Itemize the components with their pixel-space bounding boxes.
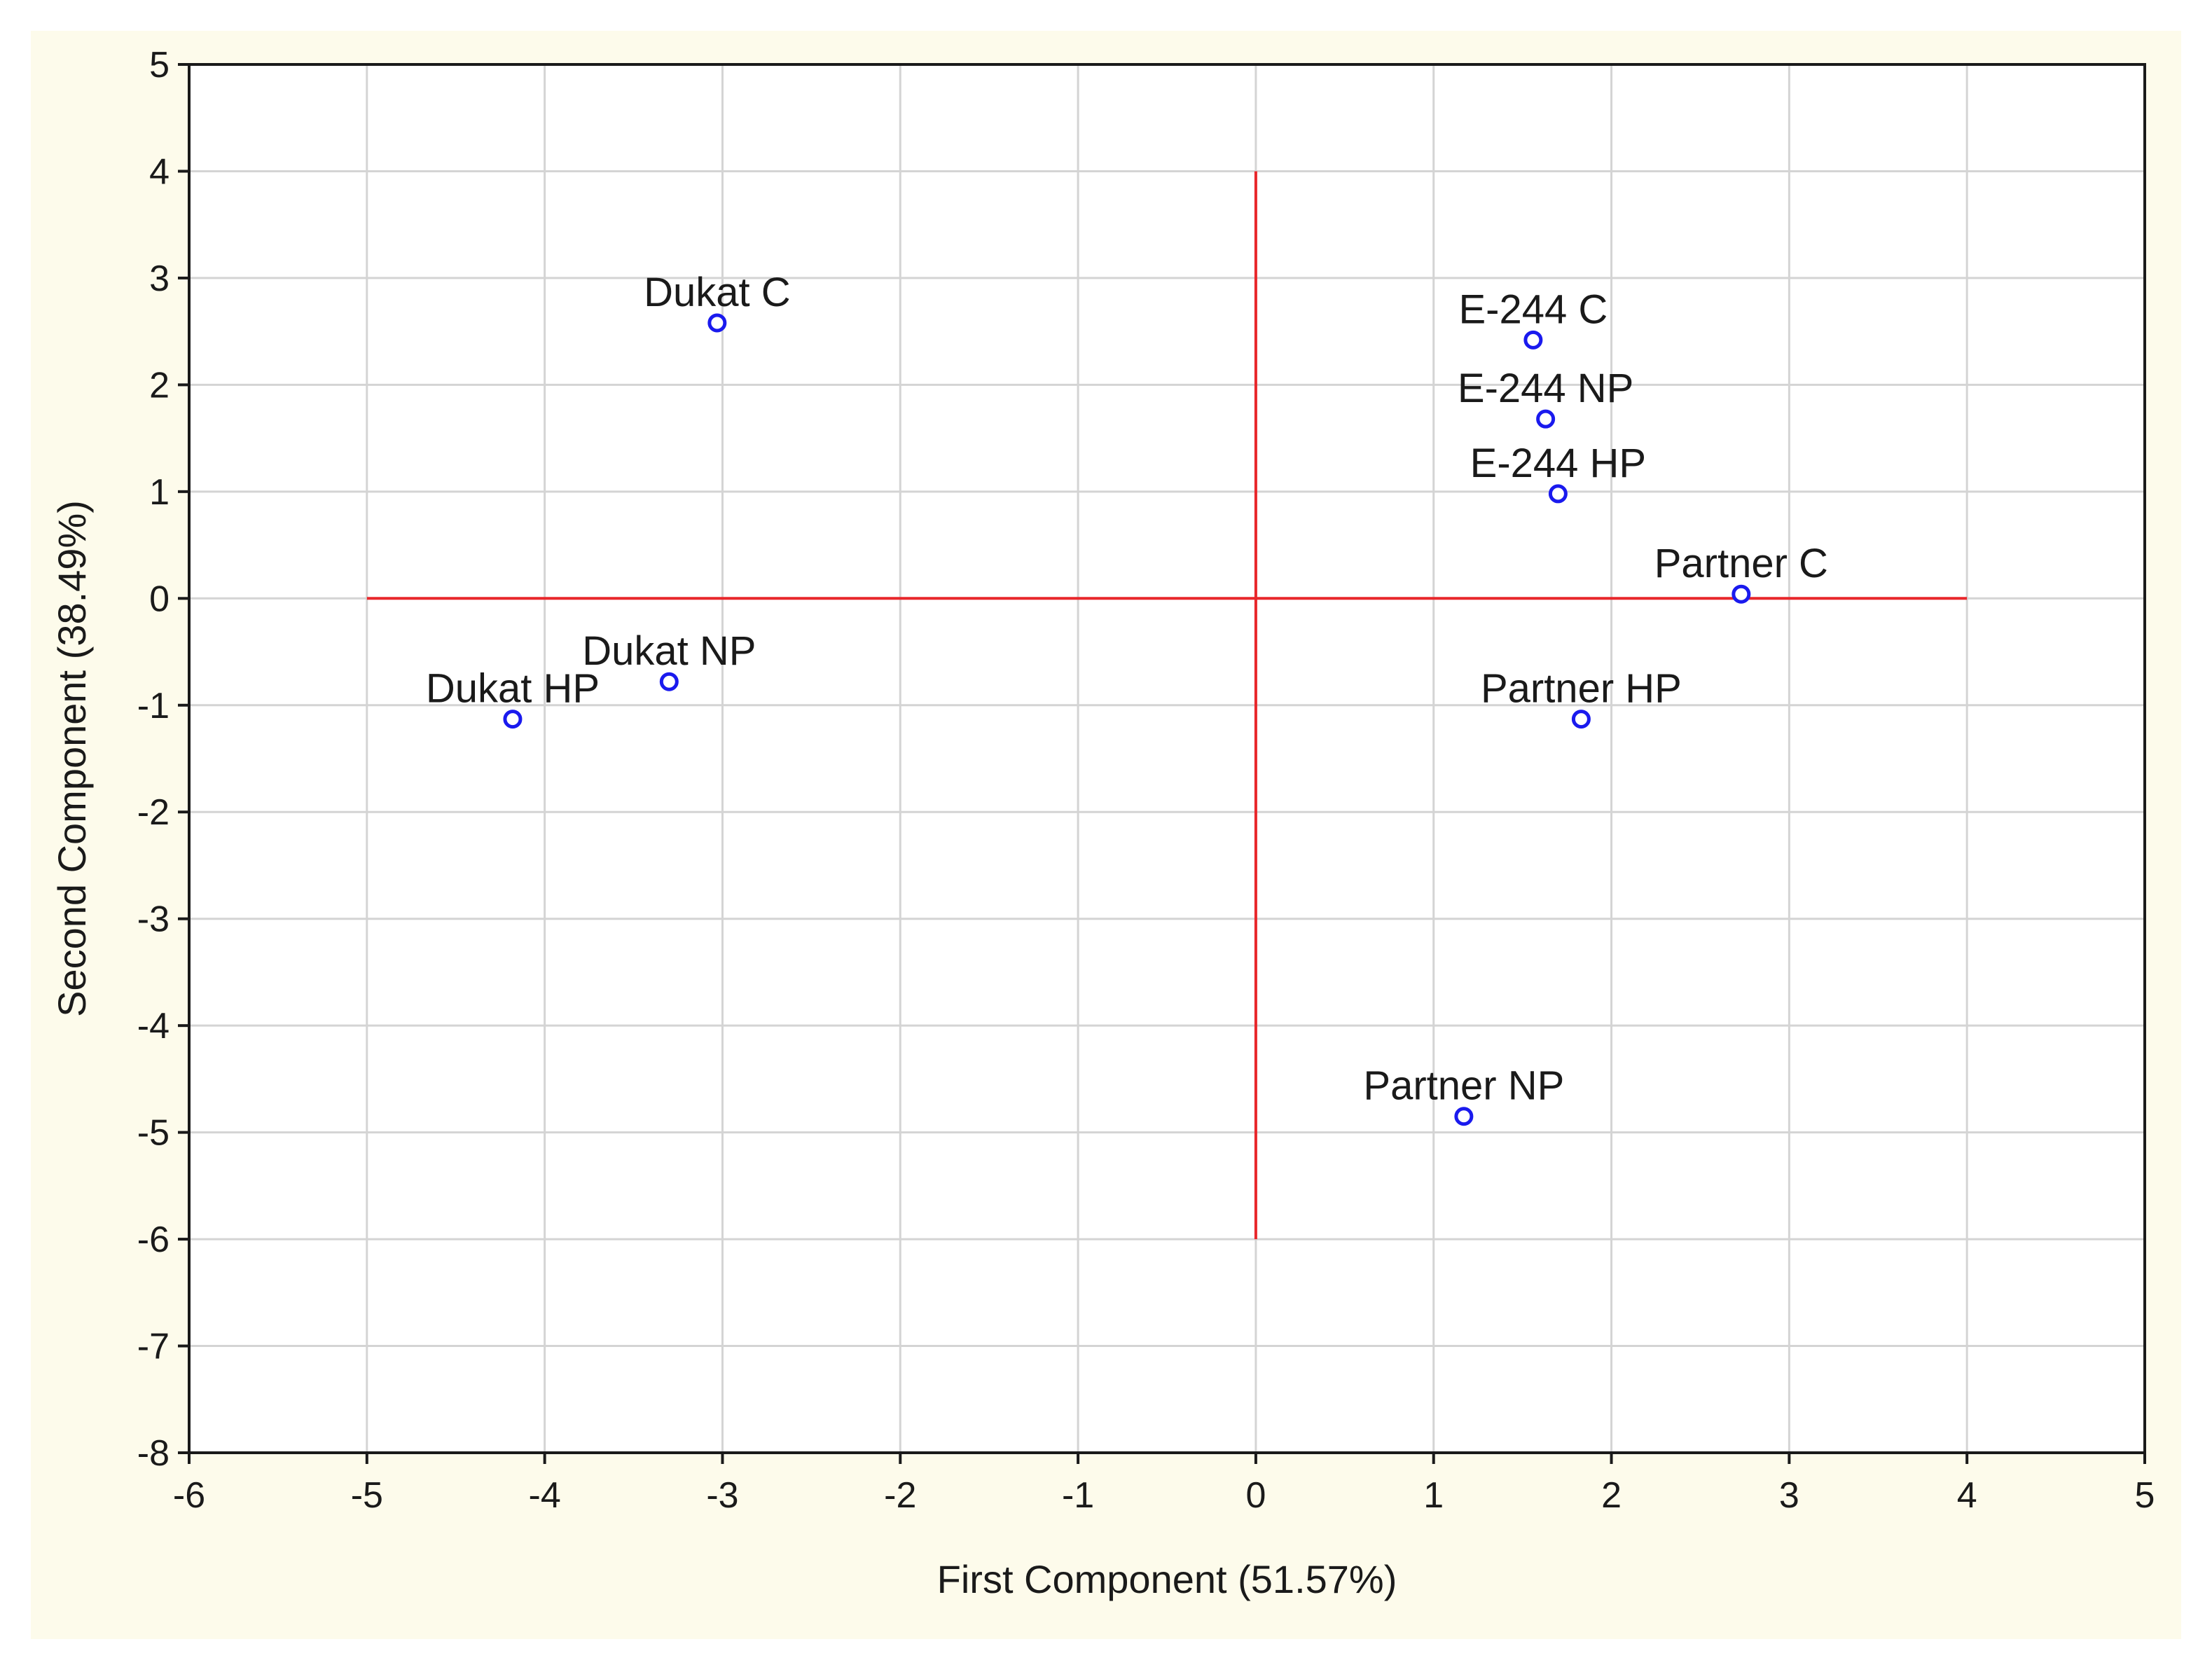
y-tick-label: 3	[149, 258, 170, 299]
data-point-marker	[659, 672, 679, 691]
x-tick-label: -4	[529, 1475, 561, 1516]
x-axis-ticks: -6 -5 -4 -3 -2 -1 0 1 2 3 4 5	[173, 1453, 2155, 1516]
x-tick-label: 2	[1601, 1475, 1622, 1516]
y-tick-label: -1	[137, 686, 170, 726]
x-tick-label: -1	[1062, 1475, 1094, 1516]
y-tick-label: -8	[137, 1433, 170, 1474]
plot-area	[189, 64, 2145, 1453]
x-tick-label: 3	[1779, 1475, 1799, 1516]
x-tick-label: -6	[173, 1475, 205, 1516]
data-point-marker	[1536, 409, 1556, 429]
y-tick-label: -7	[137, 1327, 170, 1367]
data-point-label: E-244 HP	[1470, 441, 1646, 486]
x-tick-label: -5	[351, 1475, 383, 1516]
data-point-label: E-244 C	[1458, 286, 1608, 332]
y-tick-label: -2	[137, 792, 170, 833]
data-point-label: Dukat NP	[582, 628, 756, 674]
x-tick-label: -3	[706, 1475, 738, 1516]
x-tick-label: -2	[884, 1475, 916, 1516]
data-point-label: Partner HP	[1481, 666, 1682, 712]
x-axis-title: First Component (51.57%)	[937, 1557, 1397, 1601]
data-point-label: Dukat HP	[426, 666, 600, 712]
data-point-marker	[1523, 330, 1543, 350]
y-tick-label: -4	[137, 1006, 170, 1046]
x-tick-label: 5	[2135, 1475, 2155, 1516]
plot-frame	[188, 63, 2146, 1454]
chart-panel: -6 -5 -4 -3 -2 -1 0 1 2 3 4 5 5 4 3 2 1 0 -1 -2 -3 -4 -5 -6 -7 -…	[31, 31, 2181, 1639]
data-point-marker	[1571, 710, 1591, 729]
data-point-marker	[1731, 584, 1751, 604]
data-point-label: Partner NP	[1363, 1063, 1564, 1109]
y-tick-label: 0	[149, 579, 170, 619]
y-tick-label: -6	[137, 1220, 170, 1260]
reference-lines	[366, 171, 1968, 1240]
data-point-label: Partner C	[1654, 541, 1828, 586]
y-tick-label: 5	[149, 45, 170, 85]
y-tick-label: -3	[137, 899, 170, 940]
y-tick-label: 2	[149, 365, 170, 406]
x-tick-label: 4	[1957, 1475, 1977, 1516]
data-point-label: Dukat C	[644, 270, 791, 315]
y-tick-label: 1	[149, 472, 170, 513]
y-axis-title: Second Component (38.49%)	[50, 500, 94, 1017]
y-tick-label: -5	[137, 1113, 170, 1154]
x-tick-label: 1	[1423, 1475, 1444, 1516]
data-point-marker	[1548, 484, 1568, 504]
data-point-marker	[503, 710, 523, 729]
data-point-marker	[707, 313, 727, 333]
y-tick-label: 4	[149, 151, 170, 192]
data-point-label: E-244 NP	[1458, 366, 1633, 411]
data-point-marker	[1454, 1107, 1474, 1126]
x-tick-label: 0	[1245, 1475, 1266, 1516]
scatter-chart: -6 -5 -4 -3 -2 -1 0 1 2 3 4 5 5 4 3 2 1 0 -1 -2 -3 -4 -5 -6 -7 -…	[50, 45, 2155, 1601]
y-axis-ticks: 5 4 3 2 1 0 -1 -2 -3 -4 -5 -6 -7 -8	[137, 45, 189, 1474]
